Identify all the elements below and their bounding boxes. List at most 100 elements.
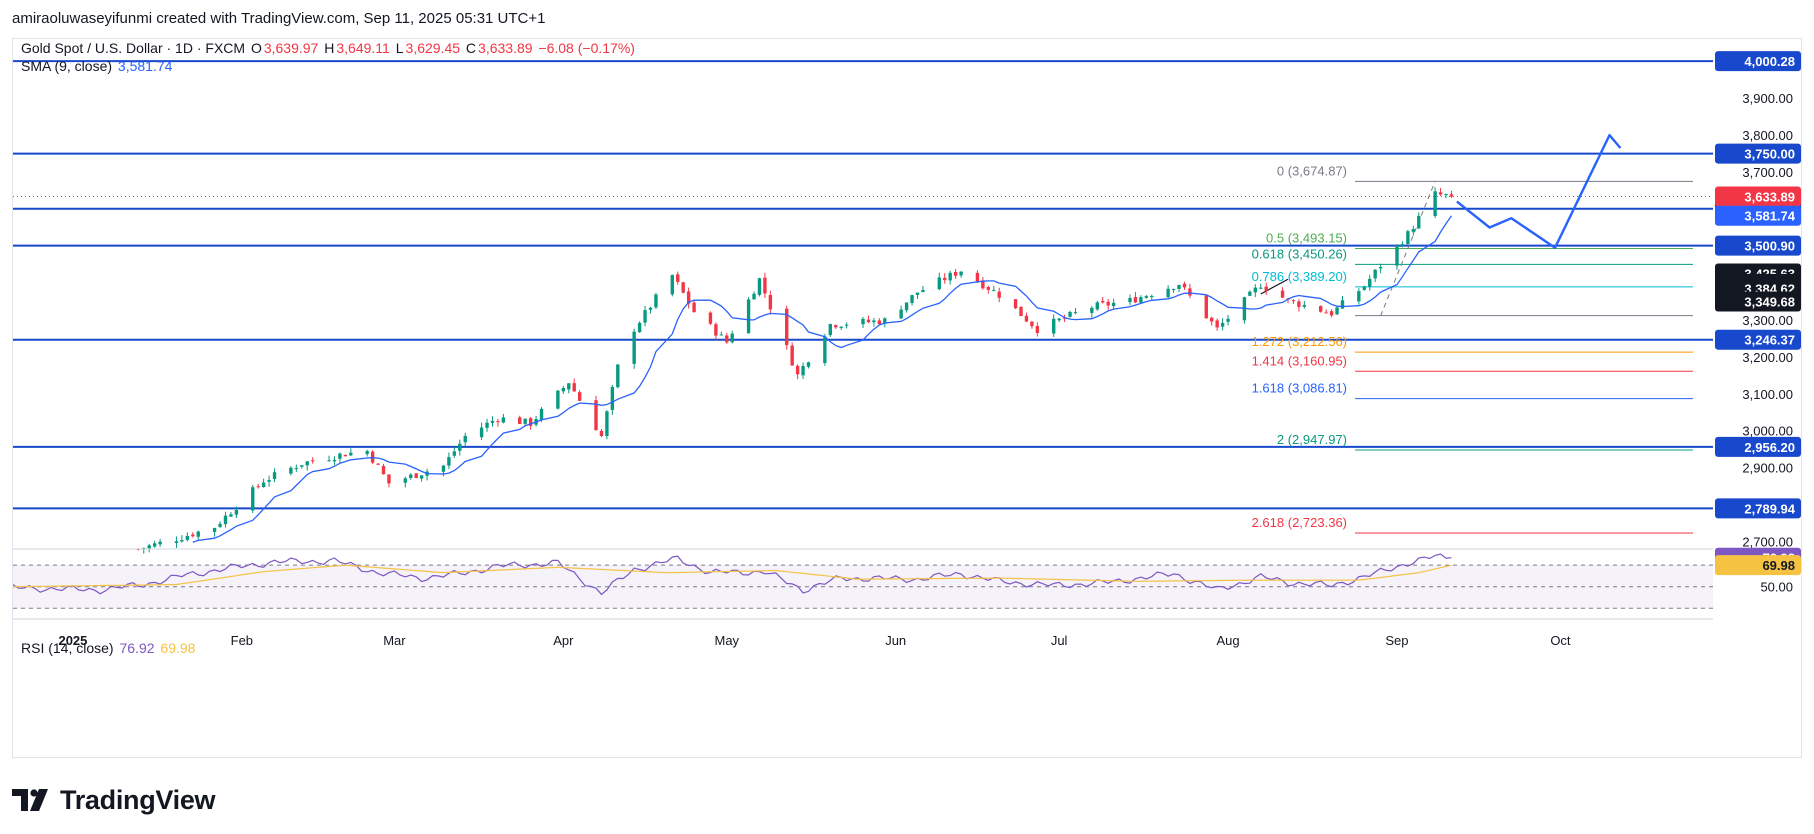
candle-body [310, 460, 315, 462]
candle-body [1368, 278, 1372, 287]
candle-body [1444, 194, 1448, 196]
candle-body [1378, 266, 1383, 269]
fib-level-label: 0 (3,674.87) [1277, 163, 1347, 178]
sma-value: 3,581.74 [117, 58, 173, 74]
candle-body [218, 523, 222, 527]
candle-body [229, 514, 233, 517]
candle-body [1144, 296, 1149, 298]
candle-body [790, 345, 794, 366]
candle-body [692, 302, 696, 313]
ohlc-low-label: L [395, 40, 404, 56]
candle-body [943, 277, 947, 281]
candle-body [670, 275, 674, 295]
candle-body [1280, 290, 1285, 298]
candle-body [1024, 315, 1029, 322]
candle-body [447, 457, 451, 466]
candle-body [1068, 311, 1072, 317]
candle-body [1417, 215, 1421, 229]
candle-body [746, 299, 751, 334]
candle-body [332, 459, 337, 462]
ohlc-legend: Gold Spot / U.S. Dollar · 1D · FXCM O 3,6… [21, 40, 637, 56]
price-axis-tick-label: 2,900.00 [1742, 461, 1793, 476]
rsi-legend[interactable]: RSI (14, close) 76.92 69.98 [21, 640, 197, 656]
candle-body [844, 324, 849, 326]
time-axis-tick-label: Mar [383, 633, 406, 648]
candle-body [605, 411, 609, 437]
candle-body [147, 545, 151, 549]
rsi-label: RSI (14, close) [21, 640, 114, 656]
candle-body [686, 291, 691, 304]
price-axis-tick-label: 3,200.00 [1742, 350, 1793, 365]
price-axis-tick-label: 3,800.00 [1742, 128, 1793, 143]
time-axis-tick-label: May [715, 633, 740, 648]
candle-body [212, 528, 217, 532]
candle-body [409, 474, 413, 478]
candle-body [577, 392, 582, 401]
candle-body [834, 325, 838, 328]
symbol-title[interactable]: Gold Spot / U.S. Dollar · 1D · FXCM [21, 40, 246, 56]
candle-body [959, 271, 963, 276]
candle-body [256, 486, 260, 488]
level-price-label: 3,246.37 [1744, 333, 1795, 348]
level-price-badge [1715, 51, 1801, 72]
candle-body [676, 274, 680, 282]
candle-body [1171, 289, 1176, 291]
tradingview-brand[interactable]: TradingView [12, 780, 216, 820]
price-axis-tick-label: 3,000.00 [1742, 424, 1793, 439]
time-axis: 2025 Feb Mar Apr May Jun Jul Aug Sep Oct [13, 618, 1713, 648]
fib-level-label: 1.618 (3,086.81) [1252, 381, 1347, 396]
candle-body [795, 365, 800, 375]
candle-body [376, 463, 380, 465]
candle-body [757, 278, 762, 295]
candle-body [899, 309, 903, 319]
level-price-badge [1715, 436, 1801, 457]
candle-body [904, 302, 909, 311]
candle-body [180, 540, 184, 542]
candle-body [948, 272, 952, 281]
candle-body [305, 461, 309, 466]
price-axis-tick-label: 3,100.00 [1742, 387, 1793, 402]
candle-body [654, 294, 658, 308]
candle-body [752, 293, 756, 300]
time-axis-tick-label: Aug [1216, 633, 1239, 648]
sma-legend[interactable]: SMA (9, close) 3,581.74 [21, 58, 174, 74]
candle-body [785, 308, 789, 346]
candle-body [174, 541, 179, 544]
fib-level-label: 0.5 (3,493.15) [1266, 230, 1347, 245]
price-chart-svg[interactable]: 0 (3,674.87) 0.5 (3,493.15)0.618 (3,450.2… [13, 39, 1803, 759]
candle-body [1057, 318, 1061, 321]
candle-body [294, 468, 299, 470]
time-axis-tick-label: Feb [231, 633, 253, 648]
candle-body [768, 294, 773, 310]
rsi-value: 76.92 [119, 640, 155, 656]
fib-level-label: 1.414 (3,160.95) [1252, 353, 1347, 368]
candle-body [1335, 307, 1339, 315]
candle-body [251, 487, 255, 511]
candle-body [1400, 244, 1405, 246]
candle-body [806, 362, 811, 367]
fibonacci-extension: 0 (3,674.87) 0.5 (3,493.15)0.618 (3,450.2… [1252, 163, 1693, 534]
candle-body [937, 277, 941, 290]
candle-body [719, 334, 724, 336]
candle-body [441, 465, 446, 472]
candle-body [992, 290, 996, 292]
ohlc-close-label: C [465, 40, 477, 56]
candle-body [196, 531, 200, 537]
candlestick-series [136, 187, 1454, 554]
candle-body [610, 386, 615, 410]
candle-body [616, 364, 620, 388]
candle-body [1177, 285, 1181, 290]
candle-body [730, 333, 734, 343]
time-axis-tick-label: Oct [1550, 633, 1571, 648]
candle-body [1133, 297, 1138, 303]
candle-body [883, 318, 887, 324]
chart-area[interactable]: 0 (3,674.87) 0.5 (3,493.15) 0.618 (3,450.2… [12, 38, 1802, 758]
candle-body [839, 326, 843, 328]
price-axis: 2,700.002,800.002,900.003,000.003,100.00… [1715, 51, 1801, 595]
candle-body [1433, 191, 1437, 216]
candle-body [1264, 286, 1268, 291]
price-axis-tick-label: 3,300.00 [1742, 313, 1793, 328]
level-price-label: 2,789.94 [1744, 501, 1795, 516]
candle-body [1188, 288, 1192, 296]
candle-body [1035, 326, 1040, 333]
